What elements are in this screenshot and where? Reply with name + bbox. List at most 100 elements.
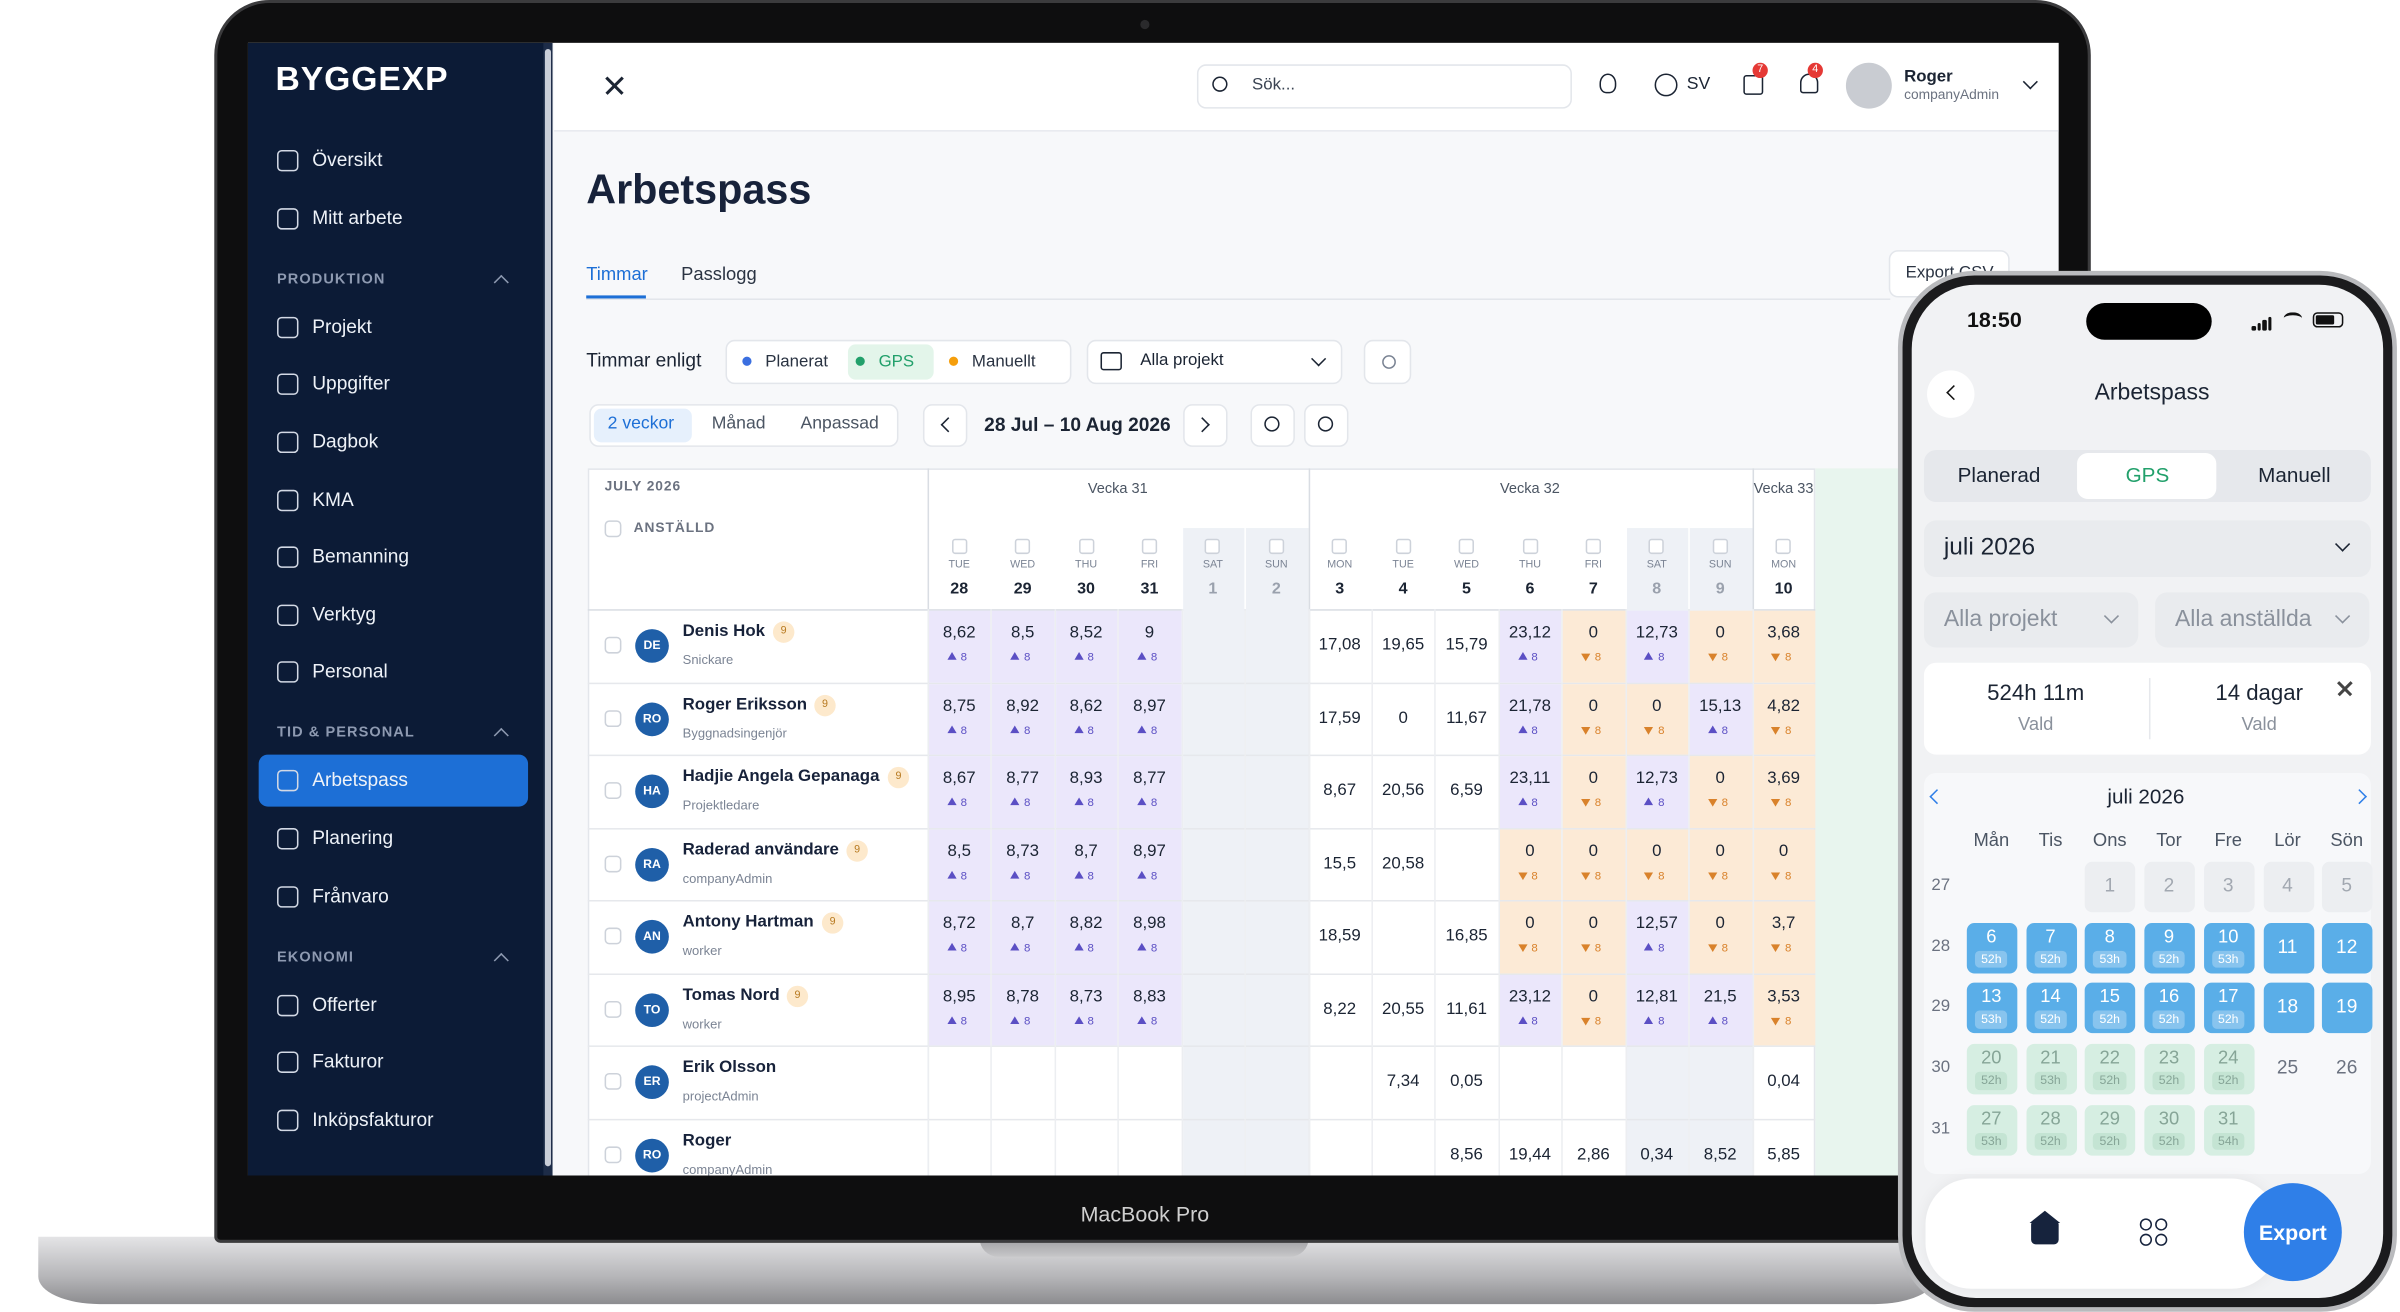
- calendar-day[interactable]: [2144, 922, 2196, 973]
- nav-section[interactable]: PRODUKTION: [277, 271, 386, 288]
- filter-select[interactable]: [1923, 592, 2139, 648]
- nav-section[interactable]: TID & PERSONAL: [277, 725, 415, 742]
- row-checkbox[interactable]: [604, 854, 622, 872]
- day-checkbox[interactable]: [1522, 538, 1538, 555]
- range-option[interactable]: Anpassad: [800, 414, 879, 434]
- nav-item[interactable]: Arbetspass: [312, 769, 408, 792]
- calendar-day[interactable]: [2203, 861, 2255, 913]
- day-checkbox[interactable]: [1141, 538, 1158, 555]
- day-checkbox[interactable]: [1332, 538, 1348, 555]
- day-checkbox[interactable]: [1205, 538, 1221, 555]
- range-option[interactable]: 2 veckor: [607, 414, 675, 434]
- row-checkbox[interactable]: [604, 709, 622, 727]
- day-checkbox[interactable]: [1712, 538, 1728, 555]
- prev-button[interactable]: [922, 404, 968, 447]
- grid-icon-dot[interactable]: [2155, 1218, 2168, 1231]
- nav-item[interactable]: Uppgifter: [312, 373, 390, 395]
- employee-name[interactable]: Erik Olsson: [682, 1058, 777, 1077]
- employee-name[interactable]: Roger: [682, 1130, 732, 1150]
- calendar-day[interactable]: [2144, 983, 2196, 1034]
- language[interactable]: SV: [1686, 75, 1711, 94]
- day-checkbox[interactable]: [1458, 538, 1475, 555]
- tasks-icon[interactable]: [1743, 74, 1764, 95]
- calendar-day[interactable]: [2144, 861, 2196, 913]
- next-button[interactable]: [1183, 404, 1228, 447]
- day-checkbox[interactable]: [1268, 538, 1284, 555]
- grid-icon-dot[interactable]: [2139, 1233, 2153, 1246]
- day-checkbox[interactable]: [1395, 538, 1411, 555]
- segment[interactable]: Manuell: [2258, 463, 2331, 487]
- day-checkbox[interactable]: [1078, 538, 1094, 555]
- nav-item[interactable]: Verktyg: [312, 603, 377, 625]
- nav-item[interactable]: Mitt arbete: [312, 207, 403, 229]
- calendar-day[interactable]: [2262, 861, 2314, 913]
- project-select[interactable]: [1086, 339, 1343, 385]
- nav-item[interactable]: Projekt: [312, 315, 372, 338]
- row-checkbox[interactable]: [604, 782, 622, 799]
- source-option[interactable]: GPS: [878, 352, 915, 372]
- nav-item[interactable]: Bemanning: [312, 545, 410, 568]
- employee-name[interactable]: Hadjie Angela Gepanaga: [682, 767, 880, 786]
- day-checkbox[interactable]: [1585, 538, 1602, 555]
- nav-item[interactable]: Frånvaro: [312, 884, 389, 907]
- row-checkbox[interactable]: [604, 1072, 622, 1090]
- calendar-day[interactable]: [2026, 922, 2077, 973]
- grid-icon-dot[interactable]: [2139, 1218, 2153, 1231]
- source-option[interactable]: Planerat: [765, 352, 829, 372]
- calendar-day[interactable]: [2085, 922, 2136, 973]
- segment[interactable]: GPS: [2125, 463, 2170, 487]
- nav-item[interactable]: Inköpsfakturor: [312, 1108, 434, 1131]
- nav-item[interactable]: Översikt: [312, 149, 383, 171]
- row-checkbox[interactable]: [604, 636, 622, 654]
- search-box[interactable]: [1196, 64, 1572, 109]
- day-checkbox[interactable]: [1775, 538, 1792, 555]
- calendar-day[interactable]: [2085, 861, 2136, 913]
- source-option[interactable]: Manuellt: [971, 352, 1036, 372]
- month-select[interactable]: [1923, 520, 2371, 578]
- calendar-day[interactable]: [2322, 922, 2373, 973]
- calendar-day[interactable]: [1966, 922, 2018, 973]
- employee-name[interactable]: Raderad användare: [682, 840, 839, 859]
- nav-item[interactable]: Dagbok: [312, 430, 379, 453]
- calendar-day[interactable]: [2262, 922, 2314, 973]
- nav-item[interactable]: Planering: [312, 827, 394, 849]
- avatar[interactable]: [1845, 62, 1892, 109]
- calendar-day[interactable]: [2322, 983, 2373, 1034]
- nav-item[interactable]: Fakturor: [312, 1051, 384, 1073]
- calendar-day[interactable]: [1966, 983, 2018, 1034]
- nav-section[interactable]: EKONOMI: [277, 948, 355, 966]
- calendar-day[interactable]: [2322, 861, 2373, 913]
- day-checkbox[interactable]: [1015, 538, 1031, 555]
- cell-line: [1751, 1045, 1754, 1119]
- filter-select[interactable]: [2155, 592, 2370, 648]
- calendar-day[interactable]: [2085, 983, 2136, 1034]
- employee-name[interactable]: Tomas Nord: [682, 985, 780, 1004]
- bulb-icon[interactable]: [1599, 73, 1617, 94]
- home-icon[interactable]: [2031, 1221, 2059, 1245]
- calendar-day[interactable]: [2026, 983, 2077, 1034]
- segment[interactable]: Planerad: [1957, 463, 2041, 487]
- export-button[interactable]: Export: [2243, 1183, 2342, 1282]
- range-option[interactable]: Månad: [711, 414, 766, 434]
- calendar-day[interactable]: [2203, 922, 2255, 973]
- day-checkbox[interactable]: [951, 538, 967, 555]
- row-checkbox[interactable]: [604, 1145, 622, 1163]
- checkbox[interactable]: [604, 520, 622, 538]
- day-checkbox[interactable]: [1649, 538, 1665, 555]
- calendar-day[interactable]: [2262, 983, 2314, 1034]
- nav-item[interactable]: Personal: [312, 661, 388, 683]
- phone-title: Arbetspass: [2094, 379, 2210, 406]
- calendar-day[interactable]: [2203, 983, 2255, 1034]
- nav-item[interactable]: KMA: [312, 488, 354, 510]
- grid-icon-dot[interactable]: [2155, 1233, 2168, 1246]
- row-checkbox[interactable]: [604, 1000, 622, 1018]
- nav-item[interactable]: Offerter: [312, 993, 377, 1015]
- globe-icon[interactable]: [1654, 73, 1678, 97]
- tab[interactable]: Passlogg: [681, 262, 757, 285]
- back-button[interactable]: [1927, 370, 1975, 418]
- employee-name[interactable]: Roger Eriksson: [682, 694, 808, 714]
- row-checkbox[interactable]: [604, 927, 622, 945]
- employee-name[interactable]: Antony Hartman: [682, 912, 814, 932]
- tab[interactable]: Timmar: [586, 262, 648, 285]
- employee-name[interactable]: Denis Hok: [682, 622, 765, 641]
